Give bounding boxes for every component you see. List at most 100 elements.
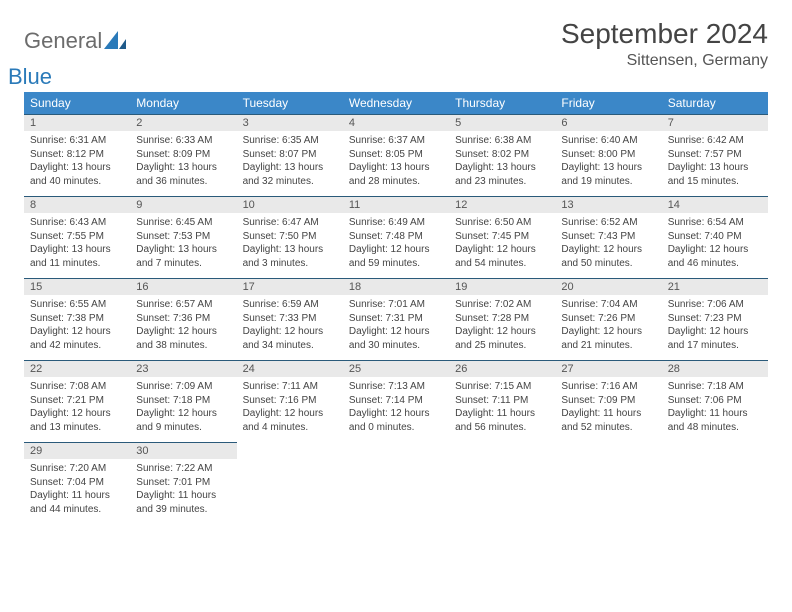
day-line-d1: Daylight: 12 hours bbox=[136, 325, 230, 339]
day-body: Sunrise: 6:47 AMSunset: 7:50 PMDaylight:… bbox=[237, 213, 343, 278]
day-body: Sunrise: 6:55 AMSunset: 7:38 PMDaylight:… bbox=[24, 295, 130, 360]
calendar-cell: 25Sunrise: 7:13 AMSunset: 7:14 PMDayligh… bbox=[343, 360, 449, 442]
day-line-d2: and 40 minutes. bbox=[30, 175, 124, 189]
calendar-cell: 22Sunrise: 7:08 AMSunset: 7:21 PMDayligh… bbox=[24, 360, 130, 442]
day-line-d2: and 19 minutes. bbox=[561, 175, 655, 189]
month-title: September 2024 bbox=[561, 18, 768, 50]
day-number: 6 bbox=[555, 114, 661, 131]
calendar-cell bbox=[555, 442, 661, 524]
day-line-ss: Sunset: 7:53 PM bbox=[136, 230, 230, 244]
day-line-ss: Sunset: 7:01 PM bbox=[136, 476, 230, 490]
day-line-d2: and 28 minutes. bbox=[349, 175, 443, 189]
day-line-sr: Sunrise: 6:49 AM bbox=[349, 216, 443, 230]
weekday-header: Friday bbox=[555, 92, 661, 114]
day-line-ss: Sunset: 8:07 PM bbox=[243, 148, 337, 162]
day-line-sr: Sunrise: 6:42 AM bbox=[668, 134, 762, 148]
day-number: 22 bbox=[24, 360, 130, 377]
day-number: 26 bbox=[449, 360, 555, 377]
day-line-sr: Sunrise: 7:20 AM bbox=[30, 462, 124, 476]
day-line-d1: Daylight: 12 hours bbox=[668, 243, 762, 257]
day-line-sr: Sunrise: 7:18 AM bbox=[668, 380, 762, 394]
day-line-d1: Daylight: 11 hours bbox=[561, 407, 655, 421]
day-line-d1: Daylight: 11 hours bbox=[455, 407, 549, 421]
day-number: 20 bbox=[555, 278, 661, 295]
day-line-ss: Sunset: 8:00 PM bbox=[561, 148, 655, 162]
day-number: 11 bbox=[343, 196, 449, 213]
day-line-d1: Daylight: 13 hours bbox=[668, 161, 762, 175]
logo: General Blue bbox=[24, 18, 126, 80]
calendar-cell: 14Sunrise: 6:54 AMSunset: 7:40 PMDayligh… bbox=[662, 196, 768, 278]
day-body: Sunrise: 7:15 AMSunset: 7:11 PMDaylight:… bbox=[449, 377, 555, 442]
day-line-d1: Daylight: 12 hours bbox=[349, 243, 443, 257]
day-line-d2: and 50 minutes. bbox=[561, 257, 655, 271]
day-number: 19 bbox=[449, 278, 555, 295]
calendar-cell: 28Sunrise: 7:18 AMSunset: 7:06 PMDayligh… bbox=[662, 360, 768, 442]
day-number: 12 bbox=[449, 196, 555, 213]
calendar-cell: 11Sunrise: 6:49 AMSunset: 7:48 PMDayligh… bbox=[343, 196, 449, 278]
day-number: 25 bbox=[343, 360, 449, 377]
logo-text-blue: Blue bbox=[8, 64, 52, 89]
day-line-d2: and 7 minutes. bbox=[136, 257, 230, 271]
day-body: Sunrise: 7:18 AMSunset: 7:06 PMDaylight:… bbox=[662, 377, 768, 442]
calendar-cell: 1Sunrise: 6:31 AMSunset: 8:12 PMDaylight… bbox=[24, 114, 130, 196]
day-line-d2: and 42 minutes. bbox=[30, 339, 124, 353]
calendar-cell: 18Sunrise: 7:01 AMSunset: 7:31 PMDayligh… bbox=[343, 278, 449, 360]
weekday-header: Tuesday bbox=[237, 92, 343, 114]
day-body: Sunrise: 7:08 AMSunset: 7:21 PMDaylight:… bbox=[24, 377, 130, 442]
day-line-d2: and 44 minutes. bbox=[30, 503, 124, 517]
day-line-d1: Daylight: 12 hours bbox=[349, 407, 443, 421]
day-line-ss: Sunset: 7:28 PM bbox=[455, 312, 549, 326]
day-line-d2: and 21 minutes. bbox=[561, 339, 655, 353]
day-line-d1: Daylight: 13 hours bbox=[455, 161, 549, 175]
calendar-cell: 7Sunrise: 6:42 AMSunset: 7:57 PMDaylight… bbox=[662, 114, 768, 196]
day-line-ss: Sunset: 7:38 PM bbox=[30, 312, 124, 326]
calendar-cell bbox=[343, 442, 449, 524]
weekday-header: Monday bbox=[130, 92, 236, 114]
day-line-ss: Sunset: 7:18 PM bbox=[136, 394, 230, 408]
day-line-sr: Sunrise: 6:40 AM bbox=[561, 134, 655, 148]
calendar-week: 1Sunrise: 6:31 AMSunset: 8:12 PMDaylight… bbox=[24, 114, 768, 196]
day-number: 15 bbox=[24, 278, 130, 295]
calendar-cell: 24Sunrise: 7:11 AMSunset: 7:16 PMDayligh… bbox=[237, 360, 343, 442]
day-line-sr: Sunrise: 6:57 AM bbox=[136, 298, 230, 312]
day-line-d1: Daylight: 12 hours bbox=[561, 243, 655, 257]
calendar-cell bbox=[449, 442, 555, 524]
day-line-d1: Daylight: 11 hours bbox=[668, 407, 762, 421]
calendar-cell: 20Sunrise: 7:04 AMSunset: 7:26 PMDayligh… bbox=[555, 278, 661, 360]
day-line-d2: and 17 minutes. bbox=[668, 339, 762, 353]
day-line-ss: Sunset: 7:23 PM bbox=[668, 312, 762, 326]
day-line-ss: Sunset: 7:04 PM bbox=[30, 476, 124, 490]
day-line-sr: Sunrise: 6:55 AM bbox=[30, 298, 124, 312]
logo-sail-icon bbox=[104, 31, 126, 54]
day-body: Sunrise: 7:20 AMSunset: 7:04 PMDaylight:… bbox=[24, 459, 130, 524]
day-number: 17 bbox=[237, 278, 343, 295]
day-line-d2: and 36 minutes. bbox=[136, 175, 230, 189]
day-line-ss: Sunset: 7:50 PM bbox=[243, 230, 337, 244]
day-line-sr: Sunrise: 6:33 AM bbox=[136, 134, 230, 148]
day-line-d1: Daylight: 13 hours bbox=[243, 243, 337, 257]
calendar-cell: 10Sunrise: 6:47 AMSunset: 7:50 PMDayligh… bbox=[237, 196, 343, 278]
day-line-d1: Daylight: 12 hours bbox=[136, 407, 230, 421]
day-line-sr: Sunrise: 6:59 AM bbox=[243, 298, 337, 312]
day-line-d2: and 4 minutes. bbox=[243, 421, 337, 435]
calendar-cell: 27Sunrise: 7:16 AMSunset: 7:09 PMDayligh… bbox=[555, 360, 661, 442]
day-line-d1: Daylight: 12 hours bbox=[455, 325, 549, 339]
day-body: Sunrise: 6:59 AMSunset: 7:33 PMDaylight:… bbox=[237, 295, 343, 360]
calendar-cell: 6Sunrise: 6:40 AMSunset: 8:00 PMDaylight… bbox=[555, 114, 661, 196]
day-number: 2 bbox=[130, 114, 236, 131]
day-line-ss: Sunset: 7:57 PM bbox=[668, 148, 762, 162]
day-line-sr: Sunrise: 7:11 AM bbox=[243, 380, 337, 394]
calendar-cell: 8Sunrise: 6:43 AMSunset: 7:55 PMDaylight… bbox=[24, 196, 130, 278]
day-line-ss: Sunset: 7:40 PM bbox=[668, 230, 762, 244]
calendar-cell: 19Sunrise: 7:02 AMSunset: 7:28 PMDayligh… bbox=[449, 278, 555, 360]
day-line-sr: Sunrise: 6:54 AM bbox=[668, 216, 762, 230]
day-line-sr: Sunrise: 7:16 AM bbox=[561, 380, 655, 394]
day-body: Sunrise: 6:37 AMSunset: 8:05 PMDaylight:… bbox=[343, 131, 449, 196]
day-body: Sunrise: 7:22 AMSunset: 7:01 PMDaylight:… bbox=[130, 459, 236, 524]
weekday-header: Saturday bbox=[662, 92, 768, 114]
day-line-d1: Daylight: 12 hours bbox=[349, 325, 443, 339]
calendar-cell: 26Sunrise: 7:15 AMSunset: 7:11 PMDayligh… bbox=[449, 360, 555, 442]
day-line-d1: Daylight: 13 hours bbox=[243, 161, 337, 175]
day-line-d2: and 30 minutes. bbox=[349, 339, 443, 353]
calendar-cell: 29Sunrise: 7:20 AMSunset: 7:04 PMDayligh… bbox=[24, 442, 130, 524]
